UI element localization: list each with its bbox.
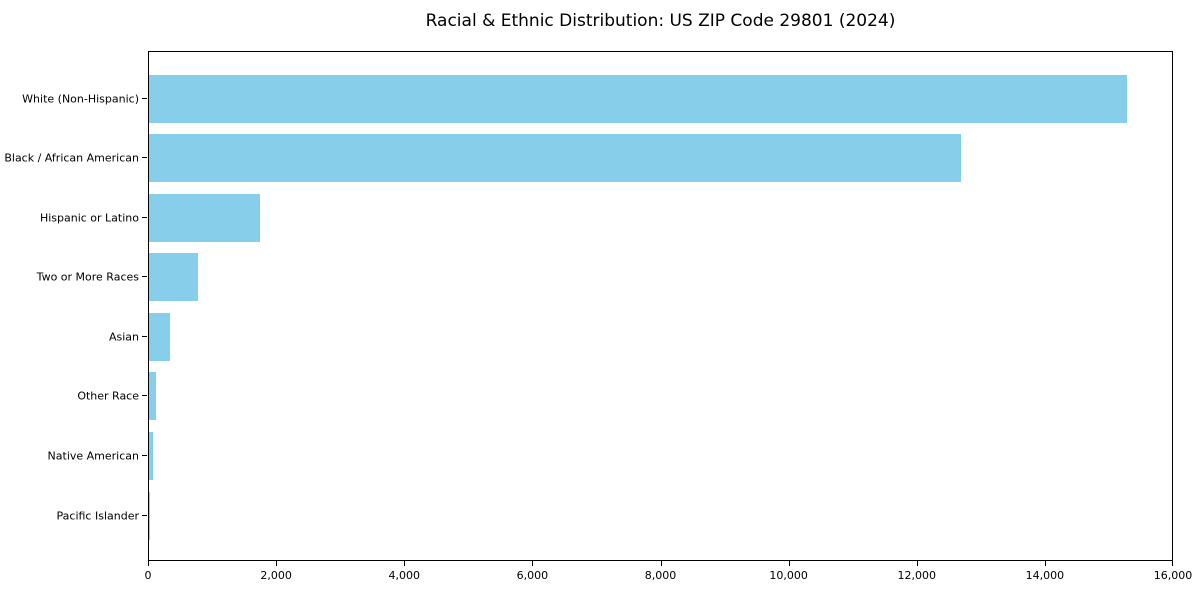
y-tick-mark (142, 276, 147, 277)
y-tick-label: Pacific Islander (56, 509, 139, 522)
x-tick-label: 10,000 (769, 569, 808, 582)
x-tick-label: 8,000 (644, 569, 677, 582)
bar (149, 431, 154, 480)
y-tick-label: Hispanic or Latino (39, 211, 139, 225)
y-tick-mark (142, 336, 147, 337)
bar (149, 193, 261, 242)
x-tick-label: 6,000 (516, 569, 549, 582)
x-tick-label: 2,000 (260, 569, 292, 582)
x-tick-mark (1045, 561, 1046, 566)
x-tick-label: 16,000 (1153, 569, 1193, 582)
y-tick-label: White (Non-Hispanic) (22, 92, 139, 105)
y-tick-label: Two or More Races (36, 270, 139, 284)
y-tick-label: Native American (47, 449, 139, 463)
bar (149, 74, 1128, 123)
bar (149, 134, 961, 183)
x-tick-label: 12,000 (897, 569, 937, 582)
y-tick-mark (142, 395, 147, 396)
plot-area (148, 51, 1173, 561)
y-tick-label: Other Race (77, 389, 139, 403)
x-tick-label: 4,000 (388, 569, 421, 582)
y-tick-mark (142, 455, 147, 456)
y-tick-mark (142, 515, 147, 516)
y-tick-label: Black / African American (4, 151, 139, 165)
y-tick-mark (142, 217, 147, 218)
x-tick-mark (148, 561, 149, 566)
x-tick-mark (404, 561, 405, 566)
bar (149, 491, 150, 540)
y-tick-mark (142, 157, 147, 158)
y-tick-label: Asian (108, 330, 139, 344)
x-tick-mark (917, 561, 918, 566)
bar (149, 253, 199, 302)
x-tick-mark (276, 561, 277, 566)
bar (149, 312, 171, 361)
x-tick-label: 0 (144, 569, 152, 582)
x-tick-mark (1172, 561, 1173, 566)
y-tick-mark (142, 98, 147, 99)
x-tick-mark (661, 561, 662, 566)
x-tick-mark (532, 561, 533, 566)
x-tick-label: 14,000 (1025, 569, 1065, 582)
x-tick-mark (789, 561, 790, 566)
bar (149, 372, 157, 421)
chart-title: Racial & Ethnic Distribution: US ZIP Cod… (425, 11, 896, 31)
